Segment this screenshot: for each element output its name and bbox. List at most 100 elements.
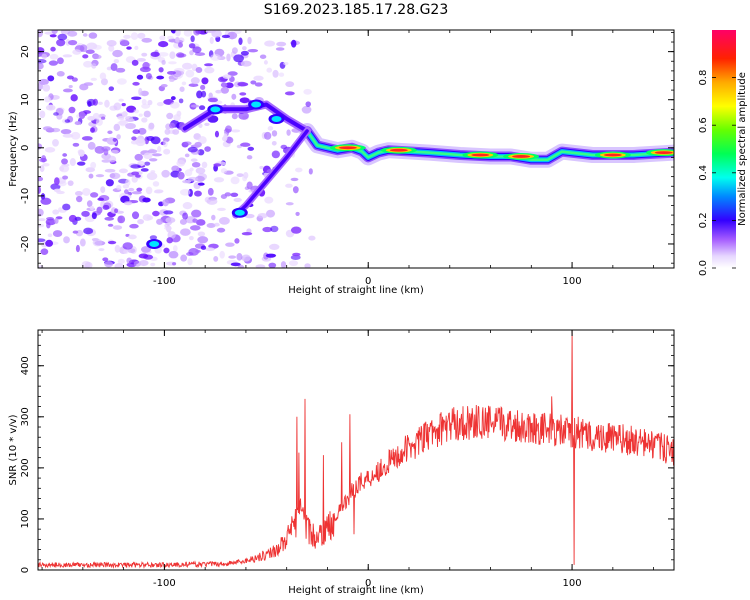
noise-blob (95, 118, 103, 126)
noise-blob (142, 197, 151, 203)
noise-blob (197, 231, 206, 237)
noise-blob (132, 129, 141, 135)
noise-blob (38, 176, 44, 182)
noise-blob (68, 84, 73, 89)
noise-blob (120, 39, 130, 47)
noise-blob (197, 236, 209, 244)
noise-blob (38, 58, 47, 64)
noise-blob (50, 127, 61, 133)
noise-blob (292, 252, 301, 257)
noise-blob (201, 90, 207, 98)
noise-blob (117, 115, 125, 120)
noise-blob (99, 72, 107, 80)
noise-blob (230, 129, 241, 133)
noise-blob (169, 51, 176, 59)
colorbar-tick-label: 0.2 (698, 212, 709, 228)
noise-blob (170, 96, 176, 101)
noise-blob (89, 205, 95, 211)
noise-blob (231, 113, 238, 120)
noise-blob (104, 168, 116, 173)
noise-blob (76, 161, 86, 166)
noise-blob (56, 190, 65, 195)
noise-blob (221, 34, 231, 39)
noise-blob (128, 234, 137, 240)
noise-blob (240, 142, 251, 147)
noise-blob (108, 86, 115, 92)
noise-blob (113, 58, 120, 64)
noise-blob (176, 159, 186, 167)
noise-blob (134, 153, 143, 161)
noise-blob (102, 204, 110, 211)
noise-blob (47, 75, 55, 82)
noise-blob (84, 261, 93, 268)
noise-blob (254, 82, 263, 87)
noise-blob (207, 97, 219, 103)
noise-blob (118, 98, 124, 102)
noise-blob (195, 67, 203, 73)
noise-blob (271, 140, 277, 146)
noise-blob (238, 112, 249, 120)
noise-blob (136, 57, 146, 62)
noise-blob (68, 214, 77, 223)
noise-blob (172, 245, 178, 252)
noise-blob (239, 97, 250, 104)
noise-blob (205, 247, 215, 252)
noise-blob (168, 61, 177, 65)
noise-blob (182, 180, 192, 184)
noise-blob (189, 236, 194, 241)
noise-blob (91, 63, 97, 69)
noise-blob (58, 207, 63, 212)
colorbar: 0.0 0.2 0.4 0.6 0.8 Normalized spectral ampl… (698, 30, 748, 276)
colorbar-ticks: 0.0 0.2 0.4 0.6 0.8 (698, 70, 736, 276)
noise-blob (79, 83, 89, 91)
noise-blob (166, 70, 176, 75)
noise-blob (242, 46, 247, 51)
noise-blob (208, 243, 219, 249)
noise-blob (163, 148, 171, 155)
noise-blob (166, 112, 174, 120)
noise-blob (117, 258, 125, 264)
noise-blob (239, 92, 247, 96)
noise-blob (263, 60, 268, 65)
noise-blob (114, 263, 124, 268)
noise-blob (259, 165, 264, 170)
noise-blob (198, 123, 203, 129)
noise-blob (123, 249, 129, 255)
snr-series-line (38, 330, 674, 569)
noise-blob (240, 50, 249, 56)
noise-blob (74, 191, 83, 196)
noise-blob (116, 184, 122, 191)
noise-blob (85, 49, 95, 54)
noise-blob (143, 110, 151, 118)
noise-blob (98, 248, 105, 252)
snr-xtick-label: -100 (153, 578, 176, 589)
noise-blob (165, 217, 176, 224)
noise-blob (72, 49, 82, 55)
noise-blob (87, 101, 92, 107)
noise-blob (107, 155, 117, 163)
noise-blob (74, 121, 82, 126)
noise-blob (122, 242, 133, 250)
noise-blob (246, 155, 253, 160)
noise-blob (240, 60, 252, 67)
snr-frame (37, 329, 675, 571)
noise-blob (81, 136, 93, 141)
noise-blob (38, 223, 45, 228)
noise-blob (182, 212, 189, 220)
noise-blob (38, 208, 44, 217)
noise-blob (133, 109, 140, 114)
noise-blob (52, 230, 63, 237)
noise-blob (169, 78, 175, 82)
noise-blob (61, 158, 68, 165)
snr-ticks: -100 0 100 0 100 200 300 400 (20, 330, 674, 589)
noise-blob (54, 177, 60, 186)
noise-blob (303, 88, 312, 95)
noise-blob (210, 53, 221, 61)
noise-blob (97, 197, 105, 201)
noise-blob (195, 175, 205, 182)
noise-blob (198, 105, 206, 111)
noise-blob (156, 102, 164, 107)
noise-blob (39, 157, 48, 163)
noise-blob (92, 54, 102, 60)
